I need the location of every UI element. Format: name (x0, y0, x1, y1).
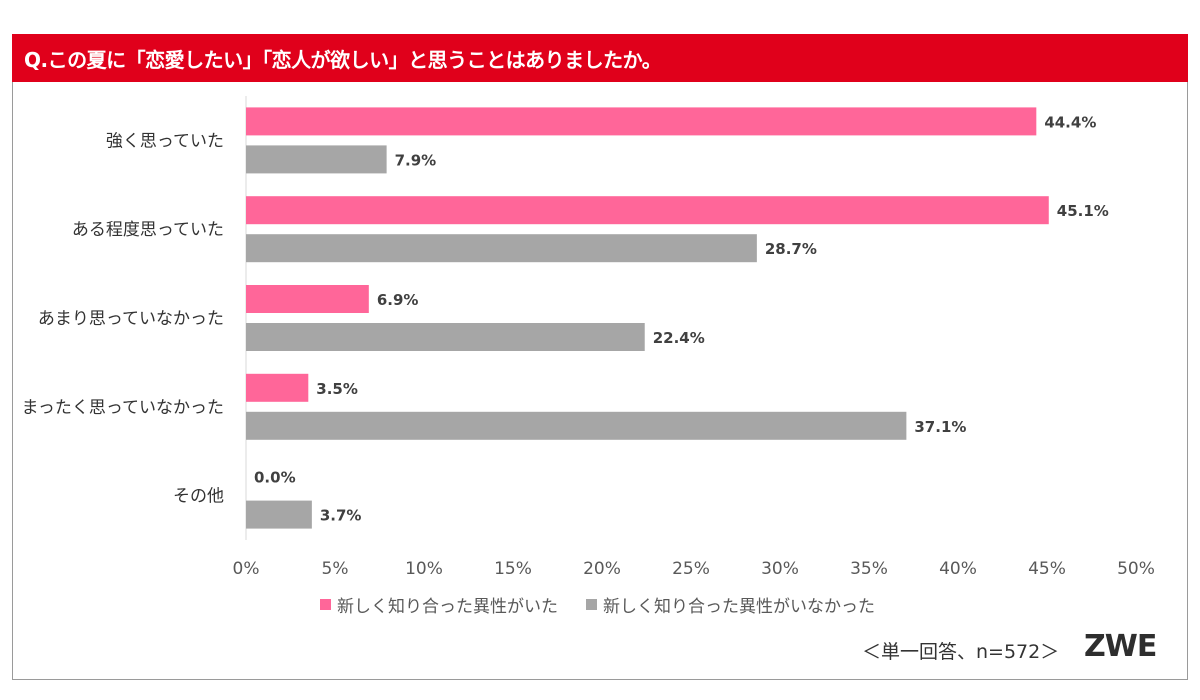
category-label: その他 (173, 487, 224, 507)
x-tick-label: 0% (233, 559, 260, 579)
data-label: 3.5% (316, 380, 358, 398)
x-tick-label: 35% (850, 559, 888, 579)
bar-not-met (246, 500, 312, 529)
data-label: 3.7% (320, 507, 362, 525)
bar-not-met (246, 234, 757, 263)
data-label: 44.4% (1044, 113, 1096, 131)
category-label: 強く思っていた (106, 131, 224, 151)
x-tick-label: 50% (1117, 559, 1155, 579)
x-tick-label: 15% (494, 559, 532, 579)
x-tick-label: 20% (583, 559, 621, 579)
bar-met-new (246, 107, 1037, 136)
legend-swatch-gray (586, 599, 597, 610)
legend-label-met-new: 新しく知り合った異性がいた (337, 597, 558, 617)
data-label: 45.1% (1057, 202, 1109, 220)
x-tick-label: 10% (405, 559, 443, 579)
bar-met-new (246, 285, 369, 313)
x-tick-label: 30% (761, 559, 799, 579)
legend-swatch-pink (320, 599, 331, 610)
legend-item-not-met: 新しく知り合った異性がいなかった (586, 592, 875, 617)
x-tick-label: 40% (939, 559, 977, 579)
category-label: ある程度思っていた (72, 220, 224, 240)
data-label: 37.1% (914, 418, 966, 436)
legend-label-not-met: 新しく知り合った異性がいなかった (603, 597, 875, 617)
sample-note: ＜単一回答、n=572＞ (862, 641, 1060, 663)
bar-met-new (246, 196, 1049, 225)
category-label: まったく思っていなかった (22, 398, 224, 418)
x-tick-label: 5% (322, 559, 349, 579)
x-tick-label: 45% (1028, 559, 1066, 579)
question-title: Q.この夏に「恋愛したい」「恋人が欲しい」と思うことはありましたか。 (24, 47, 662, 72)
category-label: あまり思っていなかった (38, 309, 224, 329)
bar-not-met (246, 411, 907, 440)
data-label: 6.9% (377, 291, 419, 309)
data-label: 28.7% (765, 240, 817, 258)
data-label: 0.0% (254, 469, 296, 487)
question-title-bar: Q.この夏に「恋愛したい」「恋人が欲しい」と思うことはありましたか。 (12, 34, 1188, 82)
legend-item-met-new: 新しく知り合った異性がいた (320, 592, 558, 617)
x-tick-label: 25% (672, 559, 710, 579)
bar-met-new (246, 373, 309, 402)
zwei-logo-text: ZWEI (1084, 629, 1158, 662)
chart-frame (12, 34, 1188, 680)
bar-not-met (246, 145, 387, 174)
bar-not-met (246, 323, 645, 351)
data-label: 7.9% (395, 151, 437, 169)
zwei-logo: ZWEI (1084, 629, 1158, 662)
data-label: 22.4% (653, 329, 705, 347)
chart-legend: 新しく知り合った異性がいた 新しく知り合った異性がいなかった (320, 592, 903, 617)
